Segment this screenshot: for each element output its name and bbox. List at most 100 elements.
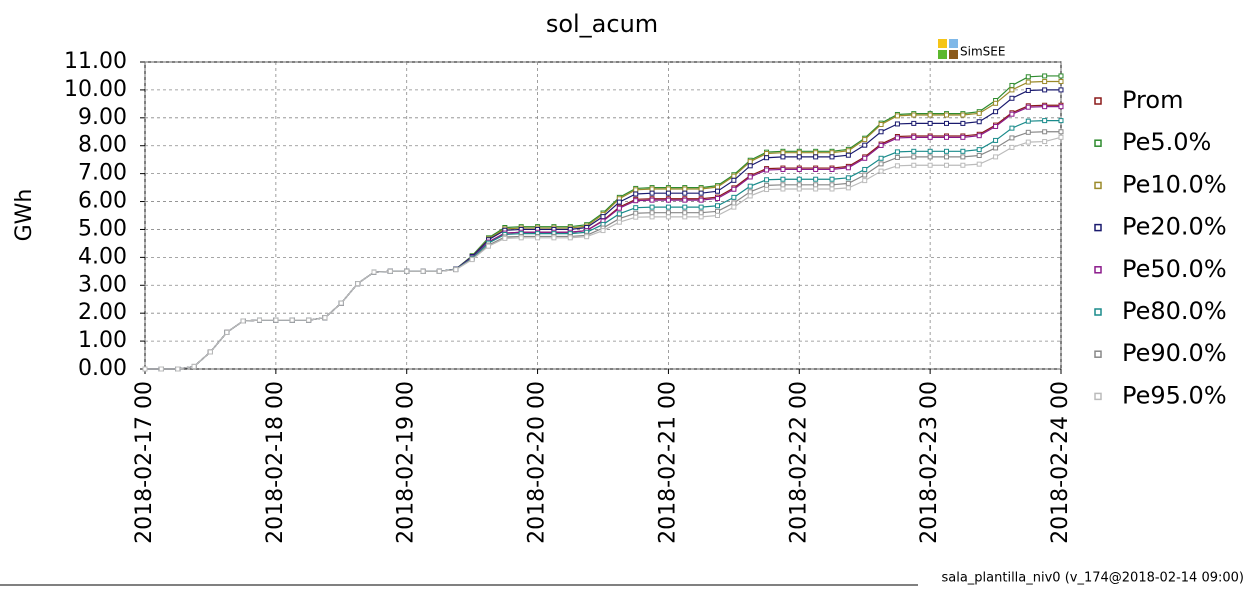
legend-marker <box>1094 97 1102 105</box>
point <box>1009 111 1015 117</box>
legend-label: Pe90.0% <box>1122 339 1227 367</box>
point <box>878 129 884 135</box>
point <box>862 172 868 178</box>
point <box>665 186 671 192</box>
point <box>976 119 982 125</box>
point <box>993 109 999 115</box>
point <box>633 198 639 204</box>
point <box>911 162 917 168</box>
point <box>535 235 541 241</box>
legend-marker <box>1094 139 1102 147</box>
point <box>780 186 786 192</box>
legend-label: Pe50.0% <box>1122 255 1227 283</box>
point <box>682 210 688 216</box>
x-tick-label: 2018-02-20 00 <box>525 381 550 544</box>
point <box>829 166 835 172</box>
point <box>175 366 181 372</box>
point <box>1009 144 1015 150</box>
x-tick-label: 2018-02-19 00 <box>394 381 419 544</box>
legend-label: Pe5.0% <box>1122 128 1211 156</box>
legend-label: Pe20.0% <box>1122 213 1227 241</box>
point <box>911 112 917 118</box>
point <box>1042 79 1048 85</box>
point <box>894 113 900 119</box>
point <box>273 317 279 323</box>
point <box>1058 134 1064 140</box>
point <box>764 177 770 183</box>
point <box>224 329 230 335</box>
legend-marker <box>1094 308 1102 316</box>
point <box>502 235 508 241</box>
point <box>715 195 720 201</box>
x-tick-label: 2018-02-18 00 <box>263 381 288 544</box>
point <box>796 186 802 192</box>
point <box>911 154 917 160</box>
point <box>944 162 949 168</box>
point <box>207 349 213 355</box>
point <box>878 142 884 148</box>
point <box>845 175 851 181</box>
point <box>633 205 639 211</box>
point <box>796 150 802 156</box>
point <box>845 180 851 186</box>
point <box>715 208 720 214</box>
point <box>1009 95 1015 101</box>
point <box>878 161 884 167</box>
point <box>780 150 786 156</box>
point <box>1042 118 1048 124</box>
chart-title: sol_acum <box>546 10 658 38</box>
point <box>813 150 819 156</box>
point <box>665 210 671 216</box>
point <box>551 235 557 241</box>
legend-label: Pe80.0% <box>1122 297 1227 325</box>
point <box>894 154 900 160</box>
point <box>862 137 868 143</box>
point <box>796 176 802 182</box>
point <box>829 182 835 188</box>
point <box>894 149 900 155</box>
point <box>845 165 851 171</box>
point <box>1009 87 1015 93</box>
x-tick-label: 2018-02-24 00 <box>1048 381 1073 544</box>
point <box>862 178 868 184</box>
point <box>387 268 393 274</box>
x-tick-label: 2018-02-21 00 <box>655 381 680 544</box>
point <box>1058 104 1064 110</box>
point <box>845 185 851 191</box>
logo-text: SimSEE <box>960 45 1005 59</box>
point <box>665 190 671 196</box>
point <box>289 317 295 323</box>
point <box>747 193 753 199</box>
point <box>976 147 982 153</box>
point <box>731 194 737 200</box>
point <box>616 199 622 205</box>
point <box>813 166 819 172</box>
point <box>1025 74 1031 80</box>
point <box>1025 104 1031 110</box>
point <box>1058 118 1064 124</box>
legend-marker <box>1094 181 1102 190</box>
point <box>1025 79 1031 85</box>
point <box>927 148 933 154</box>
point <box>927 154 933 160</box>
point <box>142 366 148 372</box>
point <box>764 182 770 188</box>
point <box>894 121 900 127</box>
legend-marker <box>1094 266 1102 274</box>
point <box>1042 104 1048 110</box>
point <box>829 186 835 192</box>
point <box>633 191 639 197</box>
logo-square <box>938 50 947 59</box>
point <box>1009 135 1015 141</box>
y-tick-label: 10.00 <box>64 77 127 102</box>
logo: SimSEE <box>938 39 1005 59</box>
x-tick-label: 2018-02-22 00 <box>786 381 811 544</box>
point <box>960 148 966 154</box>
point <box>976 133 982 139</box>
point <box>894 163 900 169</box>
point <box>796 182 802 188</box>
point <box>486 243 491 249</box>
point <box>338 300 344 306</box>
point <box>862 142 868 148</box>
point <box>813 186 819 192</box>
